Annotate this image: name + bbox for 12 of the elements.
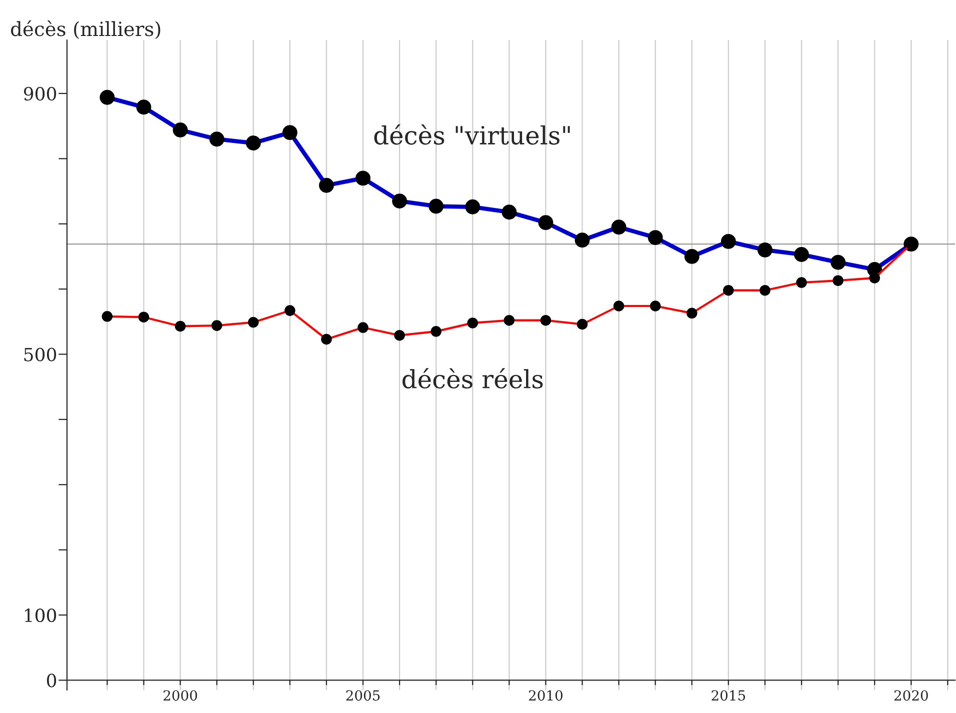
x-tick-label: 2005 xyxy=(346,690,380,701)
x-tick-label: 2015 xyxy=(712,690,746,701)
series-label: décès "virtuels" xyxy=(374,124,570,145)
y-tick-label: 500 xyxy=(24,348,56,362)
y-tick-label: 100 xyxy=(25,608,56,622)
x-tick-label: 2000 xyxy=(164,690,198,701)
y-axis-title: décès (milliers) xyxy=(10,20,160,39)
x-tick-label: 2020 xyxy=(894,690,928,701)
y-tick-label: 900 xyxy=(24,86,56,101)
y-tick-label: 0 xyxy=(46,674,56,688)
x-tick-label: 2010 xyxy=(528,690,562,701)
series-label: décès réels xyxy=(402,368,543,389)
